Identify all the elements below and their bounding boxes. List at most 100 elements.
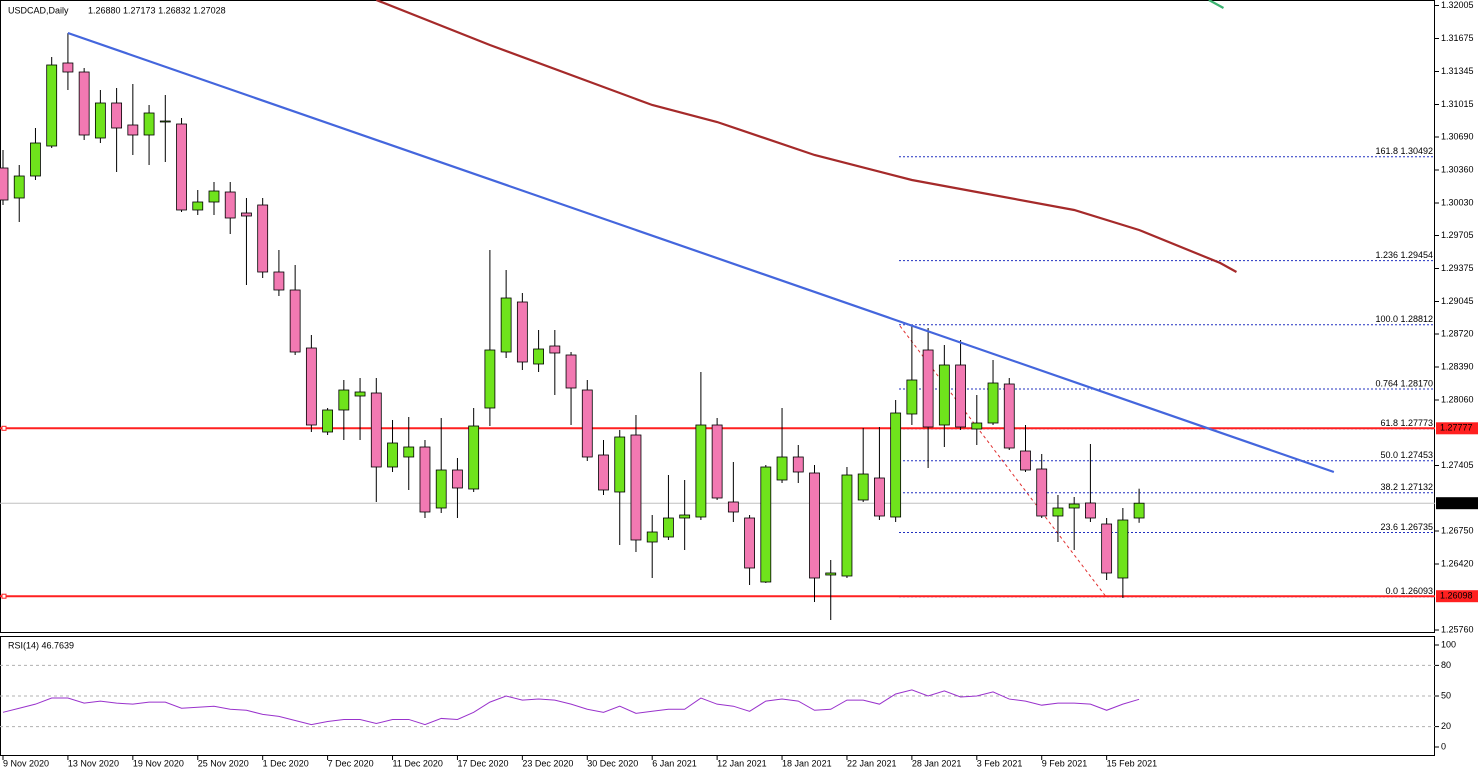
- x-tick-label: 9 Nov 2020: [3, 758, 49, 768]
- fib-level-label: 23.6 1.26735: [1380, 522, 1433, 532]
- candle-body: [987, 382, 999, 424]
- x-tick-label: 25 Nov 2020: [198, 758, 249, 768]
- candle-body: [744, 517, 755, 569]
- left-marker: [1, 425, 7, 431]
- candle-body: [322, 409, 334, 433]
- fib-level-label: 0.764 1.28170: [1375, 378, 1433, 388]
- candle-body: [809, 472, 820, 579]
- candle-body: [565, 354, 577, 389]
- candle-body: [338, 389, 350, 411]
- candle-body: [1020, 450, 1031, 471]
- fib-level-label: 0.0 1.26093: [1385, 586, 1433, 596]
- y-tick-label: 1.26750: [1441, 525, 1474, 535]
- price-label: 1.26098: [1440, 591, 1473, 601]
- candle-body: [208, 190, 220, 203]
- price-label: 1.27777: [1440, 423, 1473, 433]
- x-tick-label: 18 Jan 2021: [782, 758, 832, 768]
- candle-body: [890, 412, 902, 518]
- candle-body: [663, 517, 674, 538]
- candle-body: [273, 271, 285, 291]
- candle-body: [224, 191, 236, 219]
- candle-body: [257, 204, 269, 273]
- x-tick-label: 9 Feb 2021: [1042, 758, 1088, 768]
- y-tick-label: 1.31675: [1441, 33, 1474, 43]
- candle-body: [1117, 519, 1129, 579]
- price-label-box: [1436, 590, 1478, 603]
- candle-body: [533, 348, 544, 365]
- fib-anchor-line: [899, 325, 1108, 599]
- y-tick-label: 1.26420: [1441, 558, 1474, 568]
- fib-level-label: 1.236 1.29454: [1375, 250, 1433, 260]
- main-panel-frame: [0, 0, 1435, 633]
- candle-body: [0, 167, 9, 201]
- rsi-y-tick-label: 20: [1441, 721, 1451, 731]
- y-tick-label: 1.30360: [1441, 164, 1474, 174]
- rsi-label: RSI(14) 46.7639: [8, 640, 74, 650]
- candle-body: [1068, 503, 1080, 509]
- candle-body: [62, 62, 74, 73]
- candle-body: [727, 501, 739, 513]
- overlay-line: [1208, 0, 1225, 9]
- candle-body: [1085, 502, 1096, 519]
- candle-body: [1133, 502, 1145, 519]
- candle-body: [874, 477, 885, 517]
- y-tick-label: 1.28720: [1441, 328, 1474, 338]
- candle-body: [792, 456, 804, 473]
- x-tick-label: 30 Dec 2020: [587, 758, 638, 768]
- candle-body: [30, 142, 41, 177]
- overlay-line: [67, 31, 1335, 474]
- x-tick-label: 23 Dec 2020: [522, 758, 573, 768]
- left-marker: [1, 593, 7, 599]
- candle-body: [13, 175, 25, 199]
- candle-body: [452, 469, 463, 489]
- current-price-label: 1.27028: [1440, 498, 1473, 508]
- candle-body: [111, 102, 123, 129]
- rsi-y-tick-label: 50: [1441, 690, 1451, 700]
- candle-body: [176, 123, 187, 211]
- candle-body: [695, 424, 707, 518]
- candle-body: [500, 297, 512, 353]
- candle-body: [1052, 507, 1064, 517]
- fib-level-label: 50.0 1.27453: [1380, 450, 1433, 460]
- candle-body: [159, 120, 171, 123]
- candle-body: [857, 473, 869, 501]
- candle-body: [1003, 383, 1015, 449]
- candle-body: [468, 425, 480, 490]
- x-tick-label: 12 Jan 2021: [717, 758, 767, 768]
- x-tick-label: 22 Jan 2021: [847, 758, 897, 768]
- y-tick-label: 1.25760: [1441, 624, 1474, 634]
- candle-body: [127, 124, 139, 136]
- candle-body: [760, 466, 772, 583]
- candle-body: [1101, 523, 1113, 574]
- candle-body: [435, 469, 447, 509]
- x-tick-label: 13 Nov 2020: [68, 758, 119, 768]
- candle-body: [516, 301, 528, 363]
- rsi-line: [2, 689, 1140, 726]
- y-tick-label: 1.27405: [1441, 460, 1474, 470]
- x-tick-label: 19 Nov 2020: [133, 758, 184, 768]
- candle-body: [192, 201, 204, 211]
- y-tick-label: 1.28390: [1441, 361, 1474, 371]
- current-price-box: [1436, 497, 1478, 510]
- candle-body: [922, 349, 934, 428]
- candle-body: [78, 71, 90, 136]
- candle-body: [484, 349, 496, 409]
- y-tick-label: 1.31015: [1441, 99, 1474, 109]
- candle-body: [581, 389, 593, 458]
- candle-body: [825, 572, 837, 576]
- ohlc-text: 1.26880 1.27173 1.26832 1.27028: [88, 5, 226, 15]
- candle-body: [241, 212, 252, 217]
- y-tick-label: 1.29705: [1441, 230, 1474, 240]
- y-tick-label: 1.32005: [1441, 0, 1474, 10]
- fib-level-label: 100.0 1.28812: [1375, 314, 1433, 324]
- rsi-y-tick-label: 0: [1441, 741, 1446, 751]
- y-tick-label: 1.28060: [1441, 394, 1474, 404]
- candle-body: [711, 424, 723, 499]
- candle-body: [403, 446, 415, 458]
- y-tick-label: 1.29375: [1441, 263, 1474, 273]
- candle-body: [1036, 468, 1048, 517]
- candle-body: [955, 364, 966, 428]
- candle-body: [354, 391, 366, 397]
